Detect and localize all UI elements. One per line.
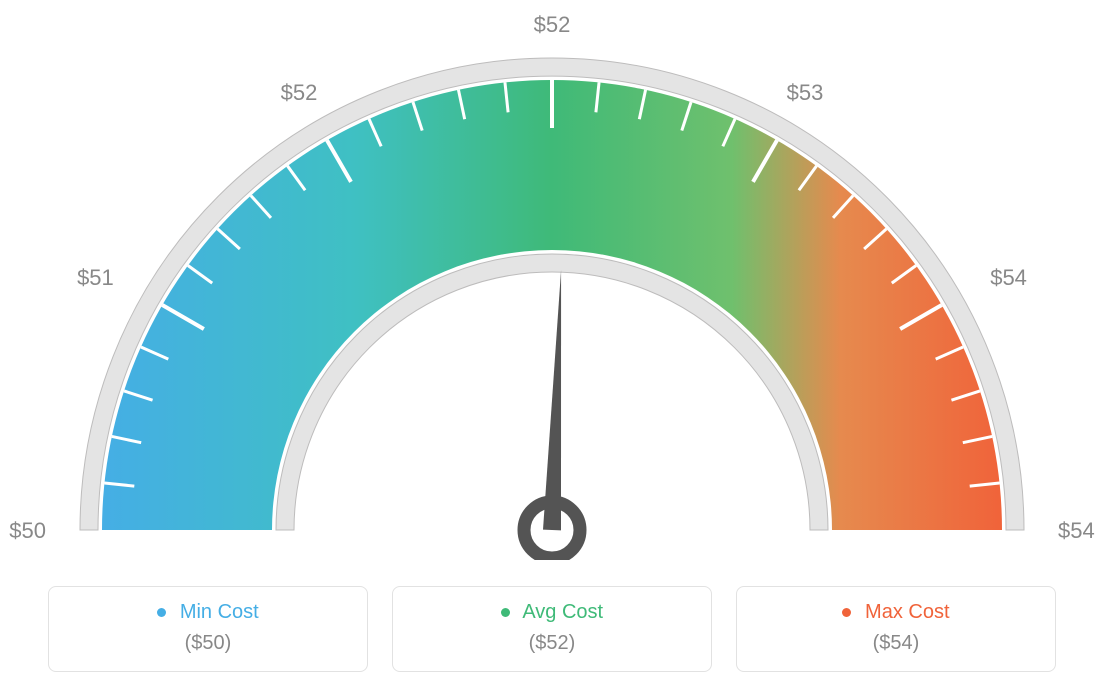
legend-card-max: Max Cost ($54) (736, 586, 1056, 672)
svg-text:$50: $50 (9, 518, 46, 543)
legend-value-avg: ($52) (393, 632, 711, 655)
legend-name-avg: Avg Cost (522, 601, 603, 623)
legend-title-avg: Avg Cost (393, 601, 711, 624)
legend-card-avg: Avg Cost ($52) (392, 586, 712, 672)
legend-name-min: Min Cost (180, 601, 259, 623)
dot-avg (501, 608, 510, 617)
svg-text:$53: $53 (787, 80, 824, 105)
dot-max (842, 608, 851, 617)
gauge-chart: $50 $51 $52 $52 $53 $54 $54 (0, 0, 1104, 560)
legend-value-min: ($50) (49, 632, 367, 655)
svg-text:$52: $52 (281, 80, 318, 105)
svg-text:$51: $51 (77, 265, 114, 290)
legend-title-min: Min Cost (49, 601, 367, 624)
legend-name-max: Max Cost (865, 601, 949, 623)
legend-row: Min Cost ($50) Avg Cost ($52) Max Cost (… (0, 586, 1104, 672)
svg-text:$54: $54 (990, 265, 1027, 290)
gauge-svg: $50 $51 $52 $52 $53 $54 $54 (0, 0, 1104, 560)
legend-title-max: Max Cost (737, 601, 1055, 624)
dot-min (157, 608, 166, 617)
svg-text:$52: $52 (534, 12, 571, 37)
legend-value-max: ($54) (737, 632, 1055, 655)
legend-card-min: Min Cost ($50) (48, 586, 368, 672)
svg-text:$54: $54 (1058, 518, 1095, 543)
